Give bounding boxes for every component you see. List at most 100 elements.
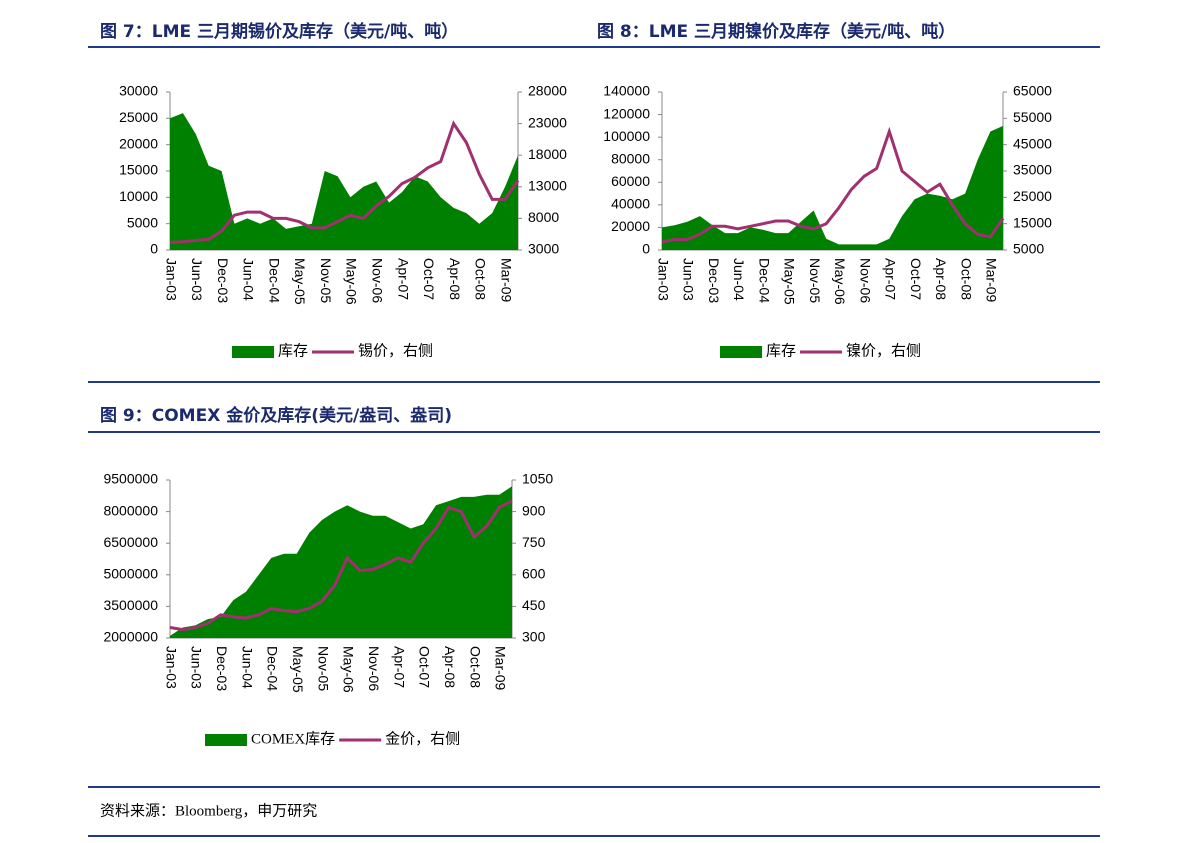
x-tick-label: Oct-07 — [417, 646, 433, 688]
y-tick-label: 30000 — [119, 83, 158, 99]
source: 资料来源：Bloomberg，申万研究 — [100, 802, 317, 819]
line — [661, 126, 1005, 244]
x-tick-label: Apr-07 — [883, 258, 899, 300]
y2-tick-label: 5000 — [1013, 241, 1044, 257]
x-tick-label: May-05 — [782, 258, 798, 305]
legend-label: 库存 — [766, 342, 796, 359]
x-tick-label: Apr-08 — [933, 258, 949, 300]
y-tick-label: 20000 — [119, 135, 158, 151]
x-tick-label: Oct-08 — [467, 646, 483, 688]
y2-tick-label: 28000 — [528, 83, 567, 99]
y-tick-label: 20000 — [611, 218, 650, 234]
x-tick-label: Jun-04 — [239, 646, 255, 689]
x-tick-label: Nov-06 — [366, 646, 382, 691]
x-tick-label: Dec-03 — [215, 258, 231, 303]
y2-tick-label: 600 — [522, 566, 546, 582]
y2-tick-label: 1050 — [522, 471, 553, 487]
x-tick-label: Oct-08 — [473, 258, 489, 300]
x-tick-label: Dec-04 — [265, 646, 281, 691]
x-tick-label: May-05 — [290, 646, 306, 693]
x-tick-label: Jun-04 — [241, 258, 257, 301]
x-tick-label: Jan-03 — [655, 258, 671, 301]
x-tick-label: May-05 — [292, 258, 308, 305]
x-tick-label: Nov-06 — [370, 258, 386, 303]
x-tick-label: Oct-07 — [908, 258, 924, 300]
x-tick-label: Nov-06 — [857, 258, 873, 303]
y-tick-label: 5000 — [127, 214, 158, 230]
x-tick-label: Jan-03 — [163, 646, 179, 689]
chart-title: 图 8：LME 三月期镍价及库存（美元/吨、吨） — [597, 21, 955, 42]
y-tick-label: 25000 — [119, 109, 158, 125]
x-tick-label: Jun-03 — [189, 646, 205, 689]
legend-label: 锡价，右侧 — [358, 342, 433, 359]
y-tick-label: 140000 — [603, 83, 650, 99]
y-tick-label: 100000 — [603, 128, 650, 144]
x-tick-label: Apr-08 — [447, 258, 463, 300]
x-tick-label: Mar-09 — [498, 258, 514, 303]
area — [170, 113, 518, 250]
x-tick-label: Oct-08 — [958, 258, 974, 300]
legend-swatch — [205, 734, 247, 746]
y2-tick-label: 8000 — [528, 209, 559, 225]
y2-tick-label: 450 — [522, 597, 546, 613]
legend-label: 金价，右侧 — [385, 730, 460, 747]
y-tick-label: 80000 — [611, 150, 650, 166]
y2-tick-label: 15000 — [1013, 214, 1052, 230]
y2-tick-label: 25000 — [1013, 188, 1052, 204]
x-tick-label: May-06 — [344, 258, 360, 305]
y-tick-label: 9500000 — [103, 471, 158, 487]
x-tick-label: Jan-03 — [163, 258, 179, 301]
legend-label: 镍价，右侧 — [846, 341, 921, 359]
y2-tick-label: 35000 — [1013, 162, 1052, 178]
legend-swatch — [720, 346, 762, 358]
y2-tick-label: 65000 — [1013, 83, 1052, 99]
legend-label: COMEX库存 — [251, 730, 335, 747]
x-tick-label: Mar-09 — [493, 646, 509, 691]
y-tick-label: 5000000 — [103, 566, 158, 582]
y2-tick-label: 3000 — [528, 241, 559, 257]
y-tick-label: 0 — [150, 241, 158, 257]
y-tick-label: 6500000 — [103, 534, 158, 550]
y2-tick-label: 750 — [522, 534, 546, 550]
x-tick-label: Nov-05 — [315, 646, 331, 691]
x-tick-label: Apr-07 — [391, 646, 407, 688]
x-tick-label: Nov-05 — [318, 258, 334, 303]
y-tick-label: 0 — [642, 241, 650, 257]
x-tick-label: May-06 — [832, 258, 848, 305]
y-tick-label: 8000000 — [103, 502, 158, 518]
y-tick-label: 120000 — [603, 105, 650, 121]
y2-tick-label: 45000 — [1013, 135, 1052, 151]
x-tick-label: Jun-03 — [681, 258, 697, 301]
y2-tick-label: 900 — [522, 502, 546, 518]
area — [170, 486, 512, 638]
x-tick-label: Dec-04 — [266, 258, 282, 303]
x-tick-label: Apr-07 — [395, 258, 411, 300]
x-tick-label: Nov-05 — [807, 258, 823, 303]
x-tick-label: May-06 — [341, 646, 357, 693]
x-tick-label: Dec-03 — [214, 646, 230, 691]
legend-swatch — [232, 346, 274, 358]
line — [169, 120, 520, 244]
x-tick-label: Dec-03 — [706, 258, 722, 303]
y-tick-label: 3500000 — [103, 597, 158, 613]
x-tick-label: Dec-04 — [756, 258, 772, 303]
chart-title: 图 7：LME 三月期锡价及库存（美元/吨、吨） — [100, 21, 458, 42]
chart-title: 图 9：COMEX 金价及库存(美元/盎司、盎司) — [100, 405, 452, 426]
x-tick-label: Jun-03 — [189, 258, 205, 301]
x-tick-label: Oct-07 — [421, 258, 437, 300]
x-tick-label: Jun-04 — [731, 258, 747, 301]
y-tick-label: 10000 — [119, 188, 158, 204]
y2-tick-label: 300 — [522, 629, 546, 645]
line — [169, 499, 513, 632]
y-tick-label: 2000000 — [103, 629, 158, 645]
x-tick-label: Mar-09 — [984, 258, 1000, 303]
x-tick-label: Apr-08 — [442, 646, 458, 688]
area — [662, 125, 1003, 250]
y-tick-label: 60000 — [611, 173, 650, 189]
y2-tick-label: 23000 — [528, 114, 567, 130]
y-tick-label: 15000 — [119, 162, 158, 178]
y2-tick-label: 55000 — [1013, 109, 1052, 125]
y2-tick-label: 13000 — [528, 178, 567, 194]
y2-tick-label: 18000 — [528, 146, 567, 162]
